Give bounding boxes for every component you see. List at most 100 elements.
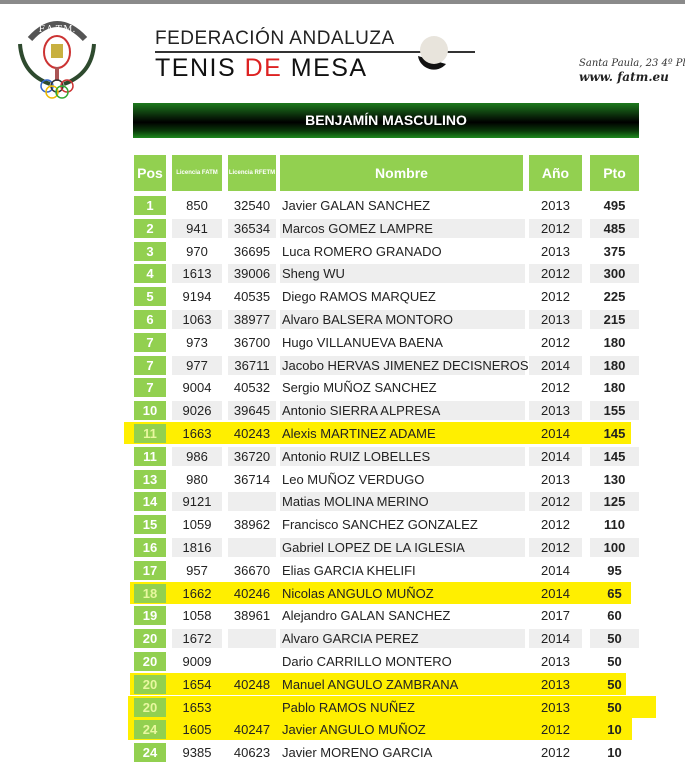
- cell-rfetm: [228, 652, 276, 671]
- cell-anio: 2014: [529, 446, 582, 466]
- column-header-pos: Pos: [134, 155, 166, 191]
- cell-rfetm: [228, 538, 276, 557]
- cell-pto: 60: [607, 608, 622, 624]
- cell-pos: 15: [134, 515, 166, 535]
- website-link[interactable]: www. fatm.eu: [579, 70, 669, 84]
- cell-pos: 18: [134, 583, 166, 603]
- cell-anio: 2013: [541, 198, 570, 213]
- text-tenis: TENIS: [155, 54, 245, 82]
- cell-anio: 2014: [541, 585, 570, 601]
- cell-anio: 2012: [541, 517, 570, 533]
- cell-rfetm: 38962: [233, 517, 271, 533]
- cell-anio: 2012: [541, 289, 570, 305]
- cell-nombre: Alvaro GARCIA PEREZ: [280, 629, 525, 649]
- cell-pos: 3: [134, 241, 166, 261]
- cell-anio: 2013: [541, 243, 570, 259]
- cell-fatm: 1816: [172, 538, 222, 557]
- cell-pos: 19: [134, 606, 166, 626]
- cell-pos: 13: [134, 469, 166, 489]
- cell-pos: 2: [134, 218, 166, 238]
- cell-fatm: 1654: [182, 676, 212, 692]
- cell-pos: 20: [134, 652, 166, 671]
- cell-anio: 2013: [529, 310, 582, 329]
- cell-pto: 10: [607, 722, 622, 738]
- cell-rfetm: 40246: [233, 585, 271, 601]
- cell-nombre: Pablo RAMOS NUÑEZ: [282, 699, 415, 715]
- cell-pto: 485: [590, 218, 639, 238]
- federation-name-line1: FEDERACIÓN ANDALUZA: [155, 28, 395, 49]
- cell-pto: 155: [590, 401, 639, 421]
- cell-pos: 17: [134, 560, 166, 580]
- cell-anio: 2012: [529, 218, 582, 238]
- cell-fatm: 1662: [182, 585, 212, 601]
- cell-rfetm: [228, 698, 276, 717]
- cell-nombre: Javier MORENO GARCIA: [282, 745, 433, 761]
- cell-nombre: Nicolas ANGULO MUÑOZ: [282, 585, 434, 601]
- cell-anio: 2014: [541, 562, 570, 578]
- cell-rfetm: [228, 492, 276, 512]
- cell-rfetm: 40535: [233, 289, 271, 305]
- cell-pos: 7: [134, 378, 166, 398]
- cell-pto: 495: [603, 198, 626, 213]
- address: Santa Paula, 23 4º Pl: [579, 58, 685, 69]
- cell-fatm: 973: [186, 334, 208, 350]
- cell-fatm: 9026: [172, 401, 222, 421]
- cell-anio: 2012: [529, 264, 582, 284]
- cell-rfetm: 39645: [228, 401, 276, 421]
- divider: [155, 51, 475, 53]
- cell-pos: 7: [134, 332, 166, 352]
- cell-pos: 20: [134, 674, 166, 694]
- cell-nombre: Francisco SANCHEZ GONZALEZ: [282, 517, 478, 533]
- cell-pto: 50: [607, 699, 622, 715]
- cell-pos: 4: [134, 264, 166, 284]
- cell-pos: 11: [134, 446, 166, 466]
- cell-rfetm: 38961: [233, 608, 271, 624]
- cell-fatm: 970: [186, 243, 208, 259]
- cell-fatm: 850: [186, 198, 208, 213]
- cell-rfetm: 40243: [233, 426, 271, 441]
- cell-nombre: Manuel ANGULO ZAMBRANA: [282, 676, 459, 692]
- cell-pto: 130: [603, 471, 626, 487]
- cell-pto: 50: [607, 676, 622, 692]
- column-header-licencia-rfetm: Licencia RFETM: [228, 155, 276, 191]
- cell-nombre: Marcos GOMEZ LAMPRE: [280, 218, 525, 238]
- cell-nombre: Gabriel LOPEZ DE LA IGLESIA: [280, 538, 525, 557]
- cell-pos: 5: [134, 287, 166, 307]
- cell-pto: 180: [603, 380, 626, 396]
- column-header-pto: Pto: [590, 155, 639, 191]
- cell-fatm: 9121: [172, 492, 222, 512]
- cell-fatm: 986: [172, 446, 222, 466]
- cell-anio: 2012: [541, 380, 570, 396]
- cell-anio: 2013: [541, 471, 570, 487]
- fatm-logo: F.A.T.M.: [18, 21, 96, 99]
- cell-anio: 2013: [541, 654, 570, 669]
- cell-rfetm: 39006: [228, 264, 276, 284]
- cell-fatm: 1663: [182, 426, 212, 441]
- cell-pto: 225: [603, 289, 626, 305]
- text-de: DE: [244, 54, 283, 82]
- svg-text:F.A.T.M.: F.A.T.M.: [39, 25, 76, 35]
- cell-pos: 6: [134, 310, 166, 329]
- cell-rfetm: 36714: [233, 471, 271, 487]
- cell-anio: 2013: [529, 401, 582, 421]
- cell-pos: 1: [134, 196, 166, 215]
- row-highlight: [128, 695, 656, 718]
- cell-pos: 24: [134, 720, 166, 740]
- category-title: BENJAMÍN MASCULINO: [133, 103, 639, 138]
- cell-pto: 125: [590, 492, 639, 512]
- cell-fatm: 1672: [172, 629, 222, 649]
- row-highlight: [130, 672, 626, 695]
- cell-anio: 2012: [529, 492, 582, 512]
- cell-pto: 375: [603, 243, 626, 259]
- cell-anio: 2012: [541, 745, 570, 761]
- cell-pto: 145: [603, 426, 626, 441]
- cell-pos: 10: [134, 401, 166, 421]
- cell-fatm: 977: [172, 355, 222, 375]
- cell-pto: 180: [603, 334, 626, 350]
- cell-pto: 65: [607, 585, 622, 601]
- cell-pos: 20: [134, 629, 166, 649]
- cell-rfetm: 36670: [233, 562, 271, 578]
- cell-rfetm: 36695: [233, 243, 271, 259]
- cell-fatm: 9009: [182, 654, 212, 669]
- federation-name-line2: TENIS DE MESA: [155, 54, 368, 83]
